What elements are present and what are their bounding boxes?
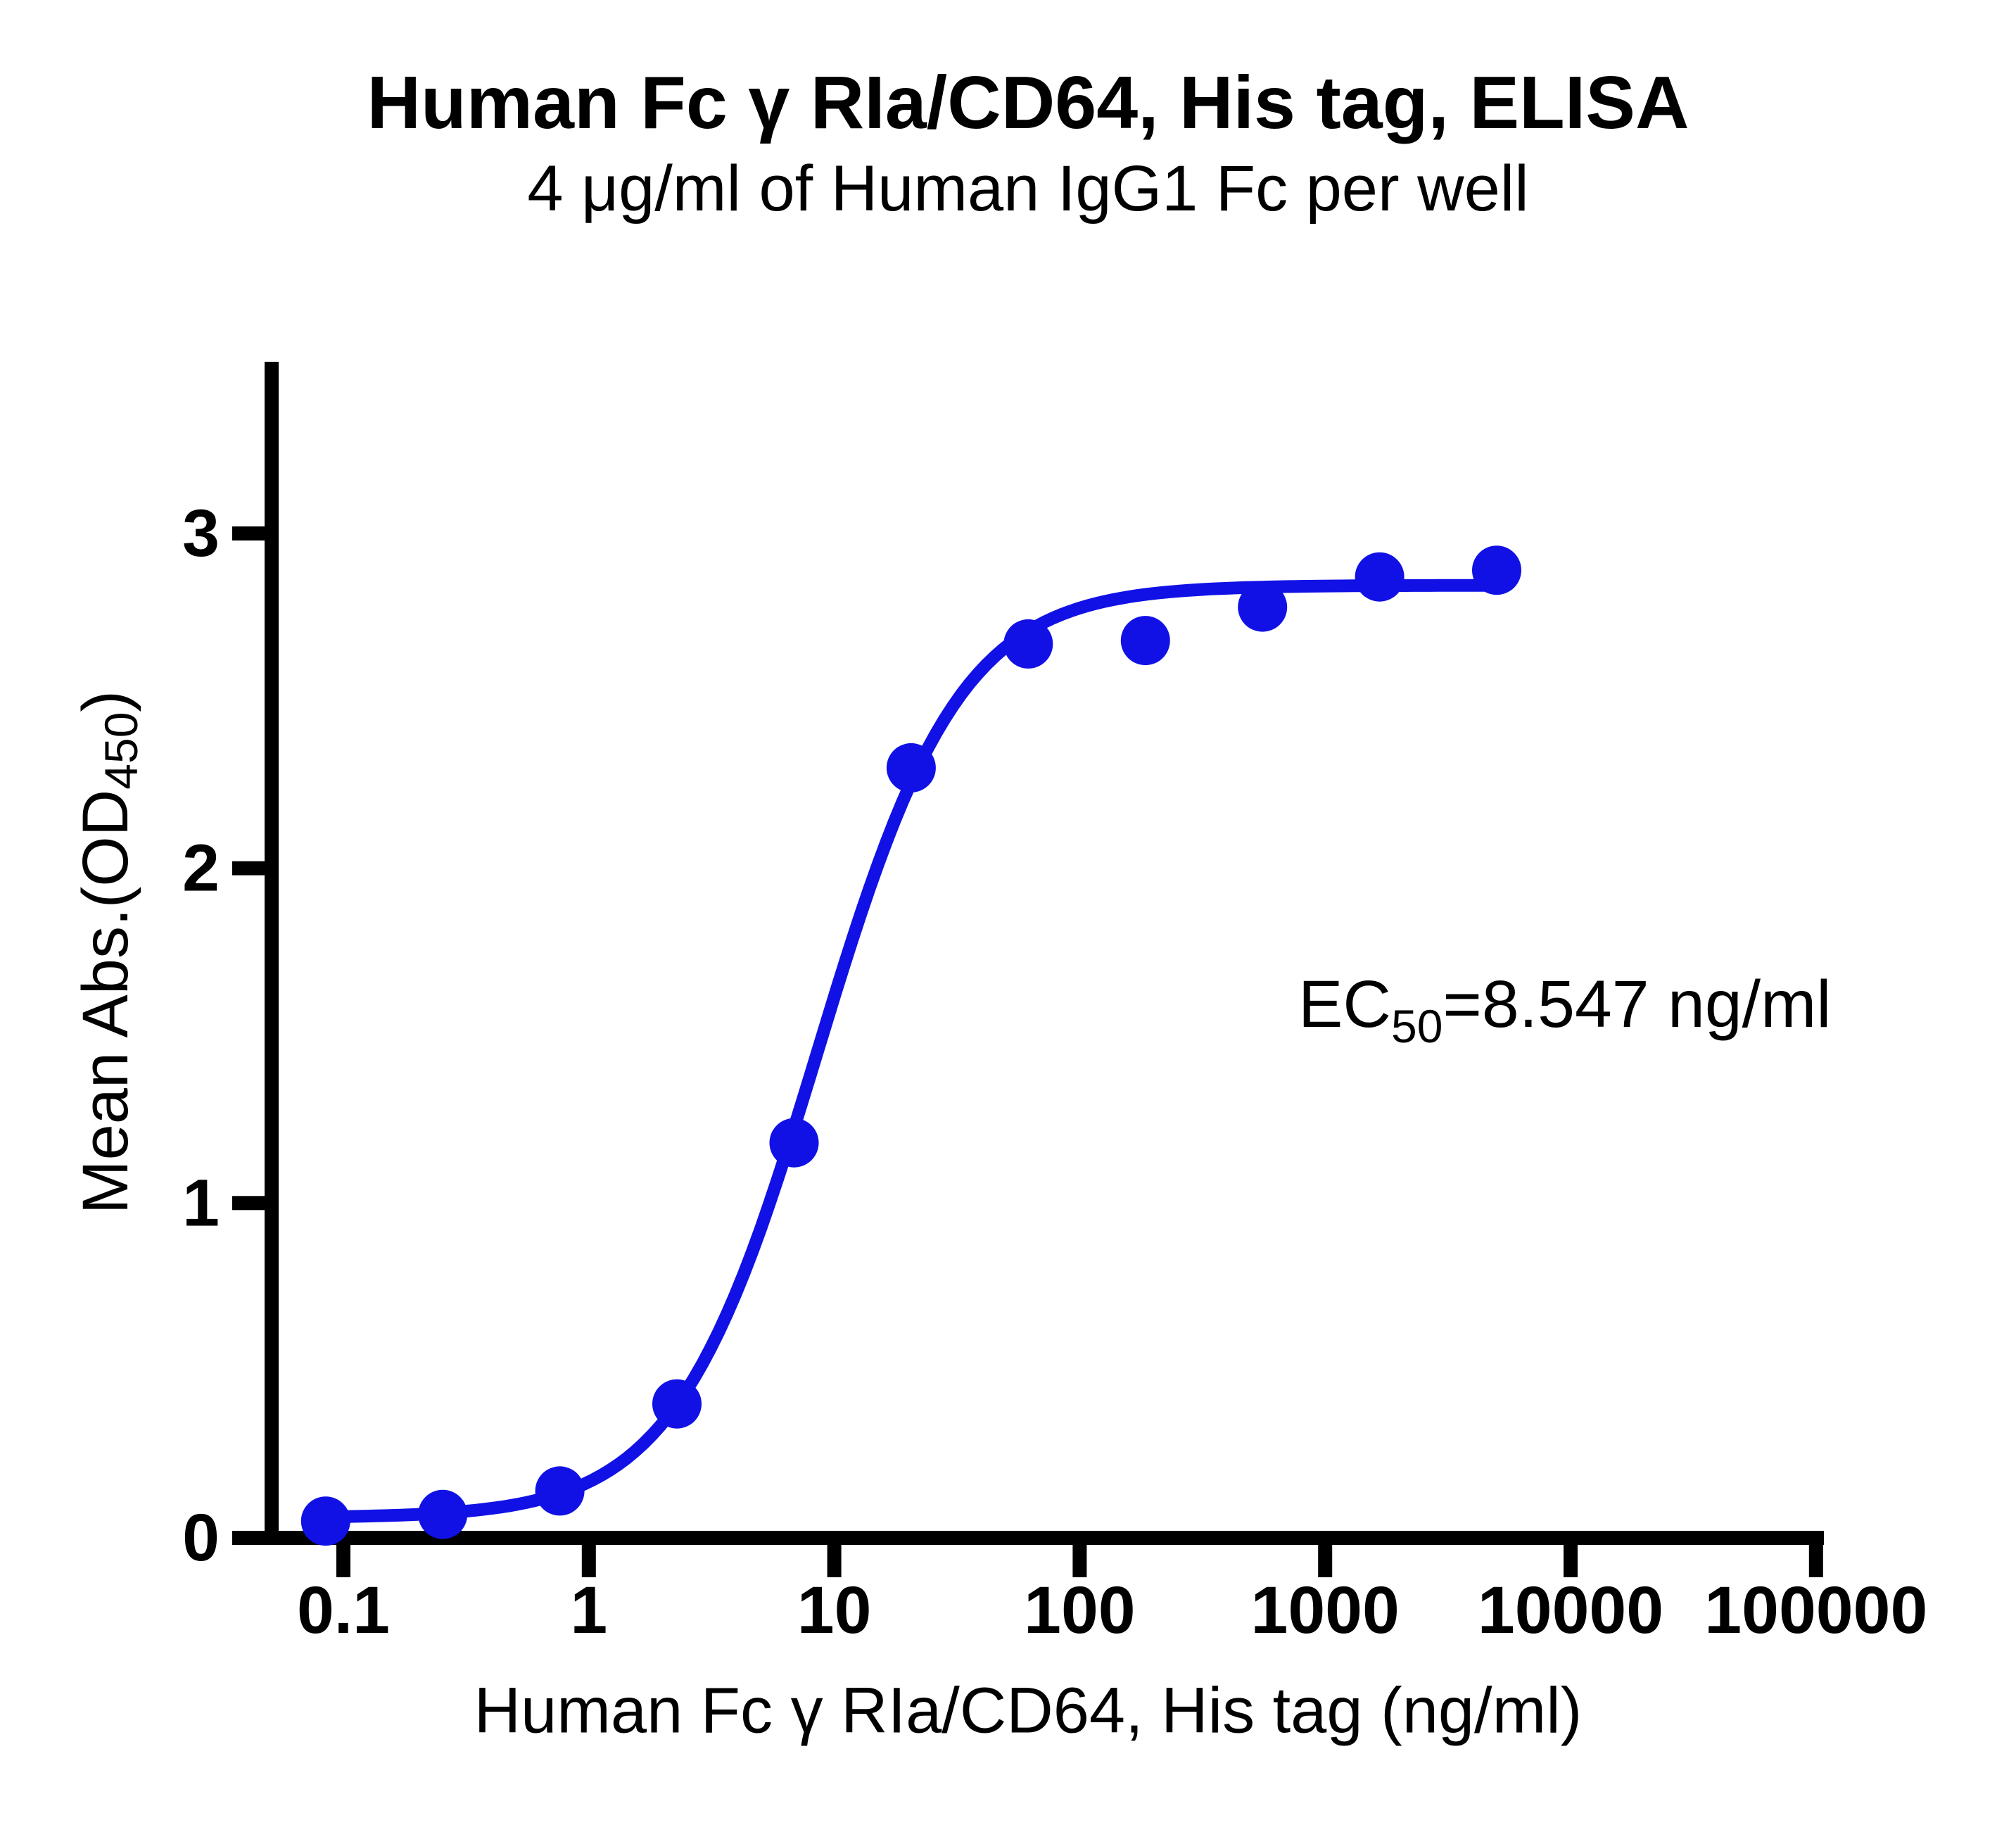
data-point: [1355, 552, 1405, 602]
x-tick-label: 1000: [1251, 1573, 1400, 1648]
y-axis-title: Mean Abs.(OD450): [70, 690, 147, 1214]
fit-curve: [319, 579, 1503, 1524]
x-axis-title: Human Fc γ RIa/CD64, His tag (ng/ml): [474, 1675, 1583, 1747]
data-point: [1238, 582, 1288, 632]
data-point: [1003, 619, 1053, 669]
y-tick-mark: [232, 1196, 265, 1211]
x-axis-line: [232, 1531, 1824, 1545]
data-point: [418, 1489, 468, 1539]
y-tick-mark: [232, 1531, 265, 1545]
x-tick-mark: [1318, 1545, 1333, 1577]
x-tick-mark: [336, 1545, 350, 1577]
x-tick-mark: [1072, 1545, 1087, 1577]
x-tick-mark: [827, 1545, 842, 1577]
y-tick-label: 2: [182, 831, 220, 906]
chart-subtitle: 4 μg/ml of Human IgG1 Fc per well: [527, 153, 1529, 225]
data-point: [1120, 616, 1170, 666]
data-point: [769, 1118, 819, 1168]
x-tick-label: 100: [1024, 1573, 1136, 1648]
data-point: [886, 743, 936, 792]
ec50-annotation: EC50=8.547 ng/ml: [1298, 967, 1831, 1052]
x-tick-mark: [1808, 1545, 1823, 1577]
x-tick-label: 0.1: [297, 1573, 390, 1648]
y-tick-label: 0: [182, 1501, 220, 1575]
y-tick-label: 1: [182, 1166, 220, 1240]
x-tick-label: 100000: [1704, 1573, 1927, 1648]
data-point: [1472, 545, 1521, 595]
x-tick-mark: [581, 1545, 596, 1577]
x-tick-label: 10: [797, 1573, 872, 1648]
y-tick-label: 3: [182, 496, 220, 571]
y-axis-line: [265, 362, 279, 1545]
data-point: [652, 1379, 702, 1429]
data-point: [300, 1496, 350, 1546]
x-tick-label: 10000: [1478, 1573, 1663, 1648]
data-point: [535, 1466, 585, 1516]
y-tick-mark: [232, 526, 265, 541]
x-tick-mark: [1564, 1545, 1578, 1577]
y-tick-mark: [232, 861, 265, 876]
chart-title: Human Fc γ RIa/CD64, His tag, ELISA: [367, 61, 1689, 144]
x-tick-label: 1: [570, 1573, 607, 1648]
